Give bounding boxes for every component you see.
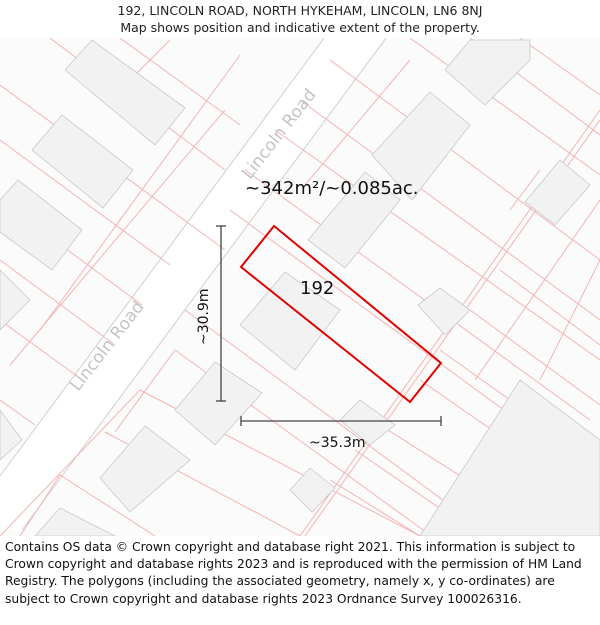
height-measure	[216, 225, 226, 402]
copyright-notice: Contains OS data © Crown copyright and d…	[5, 540, 582, 606]
map-canvas: Lincoln Road Lincoln Road ~342m²/~0.085a…	[0, 38, 600, 536]
area-label: ~342m²/~0.085ac.	[245, 178, 419, 199]
plot-number-label: 192	[300, 278, 334, 299]
property-address: 192, LINCOLN ROAD, NORTH HYKEHAM, LINCOL…	[117, 3, 483, 18]
property-map[interactable]: Lincoln Road Lincoln Road ~342m²/~0.085a…	[0, 38, 600, 536]
subject-property-outline[interactable]	[239, 224, 443, 404]
width-measure-label: ~35.3m	[309, 435, 366, 451]
height-measure-label: ~30.9m	[196, 288, 212, 345]
width-measure	[240, 416, 442, 426]
road-lincoln-road	[0, 38, 387, 531]
map-header: 192, LINCOLN ROAD, NORTH HYKEHAM, LINCOL…	[0, 0, 600, 40]
map-subtitle: Map shows position and indicative extent…	[120, 20, 480, 35]
buildings	[0, 39, 600, 536]
